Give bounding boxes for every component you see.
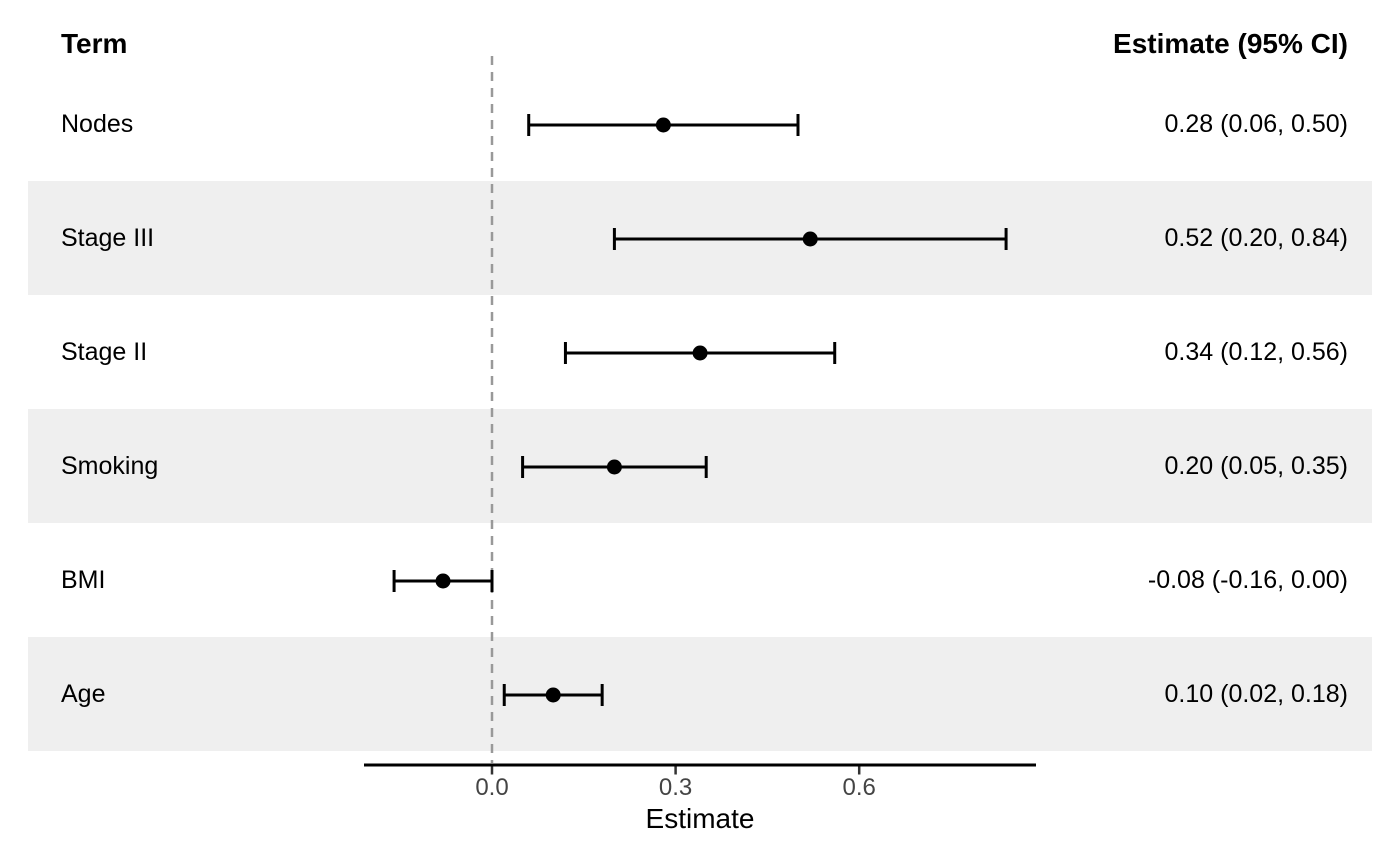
estimate-ci-value: 0.20 (0.05, 0.35) [1164,451,1348,480]
estimate-ci-value: -0.08 (-0.16, 0.00) [1147,565,1348,594]
estimate-ci-value: 0.28 (0.06, 0.50) [1164,109,1348,138]
term-label: Nodes [61,109,134,138]
x-axis-tick-label: 0.0 [475,774,509,801]
term-label: Stage III [61,223,155,252]
term-label: BMI [61,565,106,594]
point-estimate-marker [435,573,451,589]
term-label: Age [61,679,106,708]
estimate-ci-value: 0.34 (0.12, 0.56) [1164,337,1348,366]
x-axis-tick-label: 0.6 [842,774,876,801]
estimate-column-header: Estimate (95% CI) [1113,28,1348,59]
point-estimate-marker [692,345,708,361]
estimate-ci-value: 0.52 (0.20, 0.84) [1164,223,1348,252]
point-estimate-marker [545,687,561,703]
x-axis-tick-label: 0.3 [658,774,693,801]
term-column-header: Term [61,28,128,59]
estimate-ci-value: 0.10 (0.02, 0.18) [1164,679,1348,708]
point-estimate-marker [802,231,818,247]
point-estimate-marker [655,117,671,133]
term-label: Stage II [61,337,148,366]
point-estimate-marker [606,459,622,475]
term-label: Smoking [61,451,159,480]
x-axis-title: Estimate [645,803,755,834]
row-stripe [28,637,1372,751]
